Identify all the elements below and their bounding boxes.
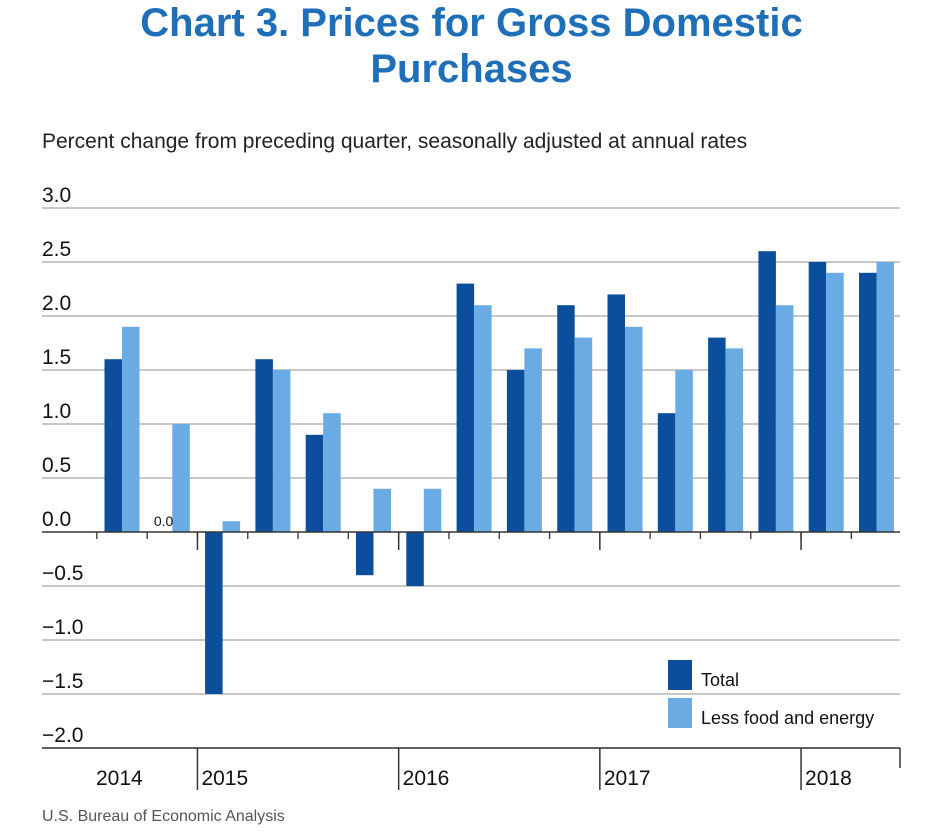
- bar-less-food-and-energy: [222, 521, 241, 532]
- bar-total: [356, 532, 374, 576]
- y-tick-label: 2.5: [42, 238, 71, 261]
- bar-total: [456, 283, 475, 532]
- y-tick-label: 1.5: [42, 346, 71, 369]
- bar-total: [859, 272, 877, 532]
- year-label: 2017: [604, 767, 651, 790]
- year-label: 2016: [403, 767, 450, 790]
- bar-total: [808, 262, 827, 532]
- bar-total: [758, 251, 776, 532]
- bar-total: [104, 359, 122, 532]
- chart-title-line-2: Purchases: [370, 47, 573, 91]
- year-label: 2018: [805, 767, 852, 790]
- bar-total: [205, 532, 223, 694]
- bar-less-food-and-energy: [826, 272, 844, 532]
- bar-less-food-and-energy: [323, 413, 341, 532]
- source-note: U.S. Bureau of Economic Analysis: [42, 808, 285, 825]
- bar-total: [305, 434, 324, 532]
- bar-total: [406, 532, 424, 586]
- legend-label-less-food-and-energy: Less food and energy: [701, 708, 874, 728]
- y-tick-label: 3.0: [42, 184, 71, 207]
- legend: Total Less food and energy: [668, 660, 874, 728]
- bar-less-food-and-energy: [373, 488, 391, 532]
- y-tick-label: 1.0: [42, 400, 71, 423]
- bar-total: [708, 337, 726, 532]
- axes: [42, 531, 901, 790]
- legend-swatch-total: [668, 660, 692, 690]
- labels: 3.0 2.5 2.0 1.5 1.0 0.5 0.0 −0.5 −1.0 −1.5 −2.0 0.0…: [42, 184, 852, 790]
- bar-less-food-and-energy: [122, 326, 140, 532]
- chart-title-line-1: Chart 3. Prices for Gross Domestic: [140, 1, 803, 45]
- y-tick-label: −1.5: [42, 670, 83, 693]
- bar-total: [557, 305, 575, 532]
- data-label: 0.0: [154, 513, 174, 529]
- bar-total: [657, 413, 676, 532]
- bar-less-food-and-energy: [876, 262, 894, 532]
- bar-total: [506, 370, 525, 532]
- bar-total: [607, 294, 625, 532]
- y-tick-label: −2.0: [42, 724, 83, 747]
- bar-less-food-and-energy: [524, 348, 542, 532]
- y-tick-label: 0.0: [42, 508, 71, 531]
- chart-subtitle: Percent change from preceding quarter, s…: [42, 130, 748, 153]
- year-label: 2014: [96, 767, 143, 790]
- y-tick-label: 0.5: [42, 454, 71, 477]
- bar-less-food-and-energy: [423, 488, 442, 532]
- bars: [104, 251, 894, 694]
- legend-swatch-less-food-and-energy: [668, 698, 692, 728]
- legend-label-total: Total: [701, 670, 739, 690]
- y-tick-label: −0.5: [42, 562, 83, 585]
- bar-less-food-and-energy: [272, 370, 291, 532]
- y-tick-label: −1.0: [42, 616, 83, 639]
- year-label: 2015: [201, 767, 248, 790]
- bar-less-food-and-energy: [625, 326, 643, 532]
- bar-total: [255, 359, 273, 532]
- bar-less-food-and-energy: [775, 305, 794, 532]
- bar-less-food-and-energy: [474, 305, 492, 532]
- bar-less-food-and-energy: [172, 424, 190, 532]
- bar-less-food-and-energy: [675, 370, 693, 532]
- chart-title: Chart 3. Prices for Gross Domestic Purch…: [0, 0, 943, 92]
- bar-less-food-and-energy: [725, 348, 744, 532]
- bar-less-food-and-energy: [574, 337, 593, 532]
- y-tick-label: 2.0: [42, 292, 71, 315]
